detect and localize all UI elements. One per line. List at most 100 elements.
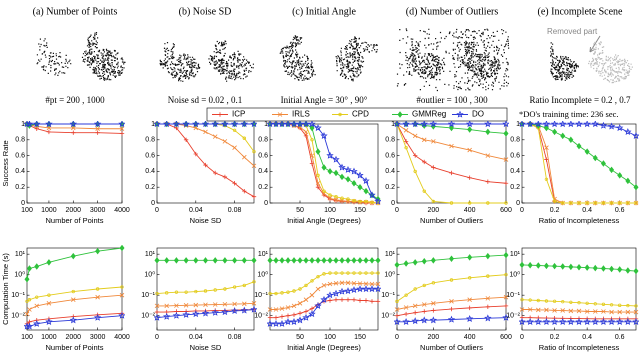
marker: [421, 258, 427, 265]
marker: [211, 308, 219, 316]
marker: [592, 264, 598, 272]
marker: [320, 132, 328, 139]
marker: [625, 267, 631, 274]
x-axis-label: Number of Points: [46, 216, 104, 225]
marker: [375, 281, 381, 287]
marker: [633, 267, 639, 275]
marker: [290, 121, 298, 128]
y-tick-label: 10⁰: [384, 271, 395, 279]
marker: [95, 287, 100, 291]
marker: [315, 180, 321, 186]
marker: [334, 271, 338, 275]
marker: [357, 281, 363, 286]
marker: [368, 191, 376, 199]
marker: [303, 133, 309, 139]
x-tick-label: 100: [21, 334, 33, 341]
marker: [183, 137, 189, 142]
marker: [251, 257, 257, 264]
x-axis-label: Number of Points: [46, 343, 104, 352]
marker: [552, 308, 557, 313]
marker: [376, 271, 380, 275]
series-line: [27, 315, 123, 327]
marker: [403, 260, 409, 267]
marker: [296, 121, 304, 128]
marker: [250, 305, 257, 313]
marker: [413, 169, 417, 174]
marker: [280, 291, 284, 295]
marker: [591, 317, 599, 325]
marker: [308, 121, 316, 128]
series-line: [521, 299, 637, 307]
panel-title: (c) Initial Angle: [292, 6, 356, 17]
marker: [403, 128, 409, 133]
marker: [203, 289, 208, 293]
marker: [485, 304, 491, 310]
marker: [26, 265, 32, 272]
marker: [356, 171, 364, 179]
x-tick-label: 600: [500, 334, 512, 341]
series-line: [270, 272, 378, 294]
marker: [411, 317, 419, 325]
marker: [119, 126, 125, 132]
marker: [344, 287, 352, 295]
marker: [485, 128, 491, 136]
x-tick-label: 0: [520, 334, 524, 341]
y-tick-label: 1: [151, 121, 155, 128]
marker: [583, 121, 591, 128]
marker: [403, 139, 409, 144]
marker: [448, 124, 455, 132]
x-tick-label: 0.4: [582, 334, 592, 341]
marker: [279, 314, 285, 319]
marker: [503, 130, 509, 137]
marker: [184, 290, 188, 294]
marker: [309, 153, 315, 158]
marker: [447, 121, 456, 128]
marker: [567, 121, 575, 128]
marker: [431, 281, 436, 285]
marker: [352, 198, 356, 203]
marker: [298, 287, 302, 291]
marker: [242, 154, 247, 160]
y-tick-label: 0.6: [145, 152, 155, 159]
marker: [303, 129, 309, 135]
point-cloud: [81, 32, 126, 81]
marker: [182, 310, 190, 318]
marker: [333, 169, 339, 177]
marker: [362, 285, 370, 293]
y-tick-label: 0.8: [145, 137, 155, 144]
marker: [316, 173, 320, 177]
marker: [584, 148, 590, 155]
x-tick-label: 0.08: [228, 207, 242, 214]
marker: [24, 311, 30, 317]
marker: [503, 294, 509, 300]
marker: [357, 183, 363, 191]
marker: [284, 317, 292, 325]
legend-label: IRLS: [292, 110, 310, 119]
marker: [351, 281, 357, 286]
x-tick-label: 2000: [65, 334, 81, 341]
marker: [267, 315, 273, 320]
marker: [520, 298, 524, 302]
marker: [422, 189, 426, 193]
marker: [412, 259, 418, 266]
marker: [267, 257, 273, 264]
marker: [559, 317, 567, 325]
marker: [339, 280, 345, 286]
marker: [486, 201, 490, 205]
marker: [309, 124, 315, 132]
x-axis-label: Number of Outliers: [420, 216, 483, 225]
marker: [320, 295, 328, 303]
marker: [69, 316, 77, 324]
marker: [634, 304, 638, 308]
marker: [327, 257, 333, 264]
marker: [315, 286, 321, 292]
marker: [412, 153, 418, 158]
marker: [585, 201, 589, 205]
y-tick-label: 10¹: [258, 251, 269, 258]
marker: [552, 199, 557, 204]
marker: [296, 316, 304, 324]
x-tick-label: 4000: [114, 334, 130, 341]
marker: [626, 201, 630, 205]
marker: [527, 307, 533, 312]
marker: [448, 255, 455, 262]
